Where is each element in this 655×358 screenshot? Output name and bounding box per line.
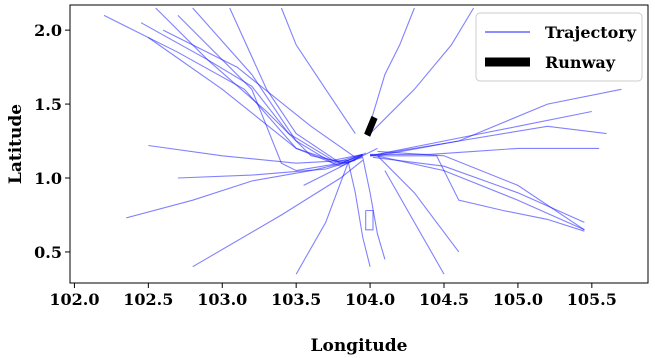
trajectory-line [369,153,585,231]
trajectory-line [155,7,363,161]
x-tick-label: 103.0 [197,290,247,309]
trajectory-line [177,156,363,179]
trajectory-line [370,125,607,157]
y-axis-title: Latitude [6,104,26,184]
trajectory-line [370,155,585,232]
trajectory-line [377,155,460,253]
x-tick-label: 102.5 [123,290,173,309]
legend: Trajectory Runway [475,12,643,82]
x-axis-title: Longitude [311,336,408,356]
y-axis: 0.5 1.0 1.5 2.0 [34,21,70,262]
trajectory-line [177,15,363,172]
trajectory-line [369,7,475,134]
trajectory-line [365,209,374,231]
legend-trajectory-label: Trajectory [545,23,637,42]
trajectory-line [369,110,592,157]
trajectory-line [366,7,415,134]
plot-frame [69,4,649,284]
trajectory-line [384,170,445,275]
y-tick-label: 2.0 [34,21,62,40]
x-tick-label: 105.0 [493,290,543,309]
trajectory-line [162,29,356,158]
plot-area [69,4,649,284]
trajectory-line [362,157,386,260]
x-tick-label: 102.0 [49,290,99,309]
trajectory-line [192,159,364,268]
x-tick-label: 104.0 [345,290,395,309]
trajectory-line [148,144,348,164]
trajectory-line [377,88,622,157]
x-tick-label: 105.5 [567,290,617,309]
y-tick-label: 1.0 [34,169,62,188]
trajectory-line [280,7,356,134]
trajectory-line [126,159,356,219]
y-tick-label: 0.5 [34,243,62,262]
runway-mark [364,115,378,137]
trajectory-line [295,163,349,275]
trajectory-line [347,160,371,267]
x-tick-label: 103.5 [271,290,321,309]
trajectory-layer [103,7,622,275]
legend-runway-label: Runway [545,53,616,72]
trajectory-line [147,37,363,164]
trajectory-line [103,14,363,167]
y-tick-label: 1.5 [34,95,62,114]
x-tick-label: 104.5 [419,290,469,309]
trajectory-line [303,147,378,186]
trajectory-line [192,7,363,164]
trajectory-line [372,156,585,223]
x-axis: 102.0 102.5 103.0 103.5 104.0 104.5 105.0 105.5 [49,283,617,309]
